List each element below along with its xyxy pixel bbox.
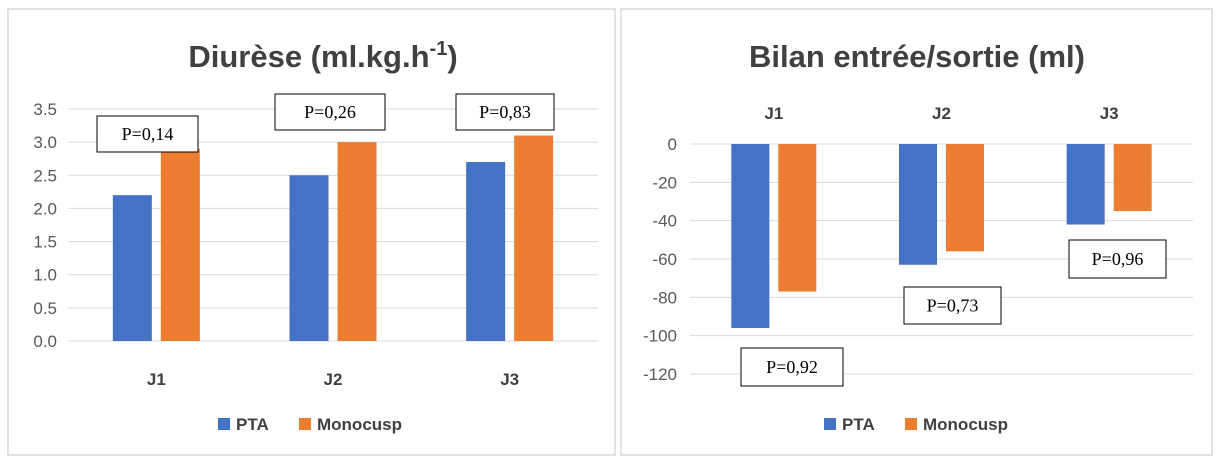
p-value-label: P=0,14 xyxy=(122,124,174,144)
p-value-label: P=0,96 xyxy=(1092,249,1144,269)
p-value-label: P=0,73 xyxy=(927,296,979,316)
bar-pta xyxy=(1066,144,1105,225)
bar-pta xyxy=(899,144,937,265)
chart-title: Bilan entrée/sortie (ml) xyxy=(749,39,1085,74)
y-tick-label: 3.0 xyxy=(33,133,57,152)
category-label: J3 xyxy=(1100,104,1119,123)
bar-monocusp xyxy=(514,135,554,341)
legend-swatch-monocusp xyxy=(905,418,917,430)
bar-pta xyxy=(731,144,770,328)
p-value-label: P=0,92 xyxy=(766,357,818,377)
y-tick-label: 1.5 xyxy=(33,233,57,252)
p-value-box xyxy=(903,286,1002,325)
bilan-chart: Bilan entrée/sortie (ml) 0 -20 -40 -60 -80 -1… xyxy=(620,8,1213,456)
bar-monocusp xyxy=(160,148,200,341)
category-label: J2 xyxy=(324,370,343,389)
bar-monocusp xyxy=(1113,144,1152,212)
y-tick-label: 2.5 xyxy=(33,166,57,185)
y-tick-label: -60 xyxy=(652,250,677,269)
y-tick-label: 3.5 xyxy=(33,100,57,119)
legend-label-pta: PTA xyxy=(842,415,875,434)
bar-monocusp xyxy=(337,142,377,341)
y-tick-label: 0.5 xyxy=(33,299,57,318)
p-value-box xyxy=(96,115,199,153)
y-tick-label: 2.0 xyxy=(33,199,57,218)
y-tick-label: -20 xyxy=(652,173,677,192)
p-value-box xyxy=(1068,239,1167,279)
p-value-box xyxy=(274,93,386,131)
category-label: J1 xyxy=(147,370,166,389)
bar-monocusp xyxy=(946,144,984,252)
legend-label-pta: PTA xyxy=(236,415,269,434)
chart-legend: PTA Monocusp xyxy=(824,415,1008,434)
chart-legend: PTA Monocusp xyxy=(218,415,402,434)
bar-pta xyxy=(289,175,329,341)
p-value-label: P=0,26 xyxy=(304,102,356,122)
y-tick-label: -120 xyxy=(643,365,677,384)
y-tick-label: 1.0 xyxy=(33,266,57,285)
p-value-box xyxy=(455,93,555,131)
legend-label-monocusp: Monocusp xyxy=(317,415,402,434)
y-tick-label: -100 xyxy=(643,327,677,346)
chart-title-main: Diurèse (ml.kg.h xyxy=(188,39,429,74)
bar-pta xyxy=(112,195,152,341)
chart-title-superscript: -1 xyxy=(430,38,448,60)
y-tick-label: 0 xyxy=(668,135,677,154)
category-label: J1 xyxy=(764,104,783,123)
legend-label-monocusp: Monocusp xyxy=(923,415,1008,434)
y-tick-label: -80 xyxy=(652,288,677,307)
p-value-label: P=0,83 xyxy=(479,102,531,122)
legend-swatch-monocusp xyxy=(299,418,311,430)
y-tick-label: -40 xyxy=(652,212,677,231)
diurese-chart: Diurèse (ml.kg.h-1) 0.0 0.5 1.0 1.5 2.0 2.5 3.… xyxy=(7,8,616,456)
bar-monocusp xyxy=(778,144,817,292)
legend-swatch-pta xyxy=(824,418,836,430)
legend-swatch-pta xyxy=(218,418,230,430)
chart-title: Diurèse (ml.kg.h-1) xyxy=(188,38,457,74)
bar-pta xyxy=(466,162,506,341)
category-label: J2 xyxy=(932,104,951,123)
y-tick-label: 0.0 xyxy=(33,332,57,351)
chart-title-end: ) xyxy=(447,39,457,74)
p-value-box xyxy=(740,347,844,387)
category-label: J3 xyxy=(500,370,519,389)
